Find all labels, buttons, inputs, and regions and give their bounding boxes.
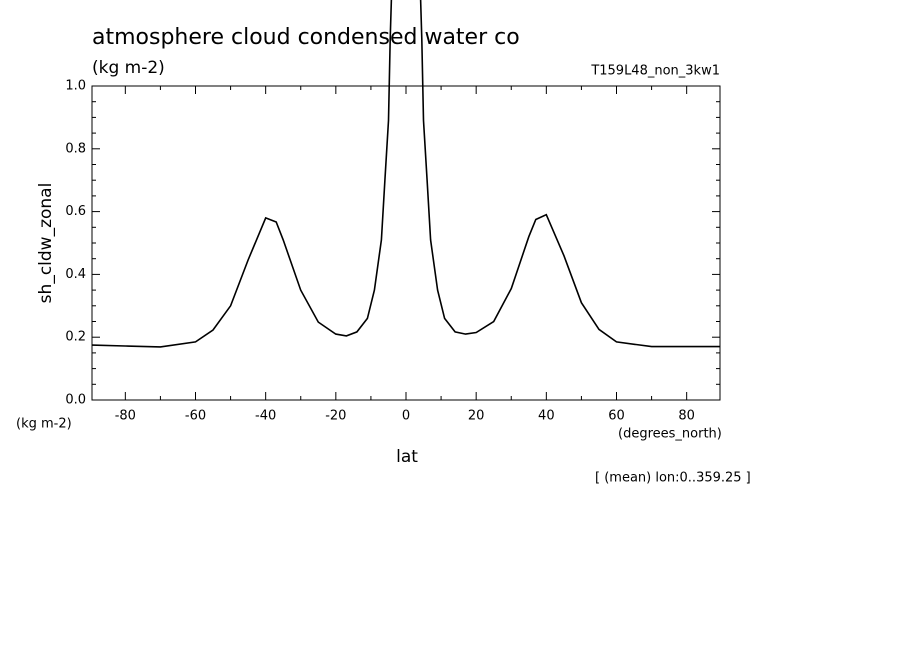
- x-tick-label: -80: [115, 409, 136, 424]
- x-tick-label: -40: [255, 409, 276, 424]
- y-tick-label: 0.6: [65, 204, 86, 219]
- x-tick-label: 80: [678, 409, 695, 424]
- plot-frame: [91, 85, 721, 401]
- y-units: (kg m-2): [16, 417, 72, 432]
- note: [ (mean) lon:0..359.25 ]: [595, 471, 751, 486]
- y-tick-label: 1.0: [65, 79, 86, 94]
- x-tick-label: 60: [608, 409, 625, 424]
- y-tick-label: 0.2: [65, 330, 86, 345]
- chart-title: atmosphere cloud condensed water co: [92, 25, 520, 50]
- x-units: (degrees_north): [618, 427, 722, 442]
- subtitle: (kg m-2): [92, 58, 165, 78]
- y-tick-label: 0.8: [65, 141, 86, 156]
- y-axis-label: sh_cldw_zonal: [36, 183, 56, 304]
- x-tick-label: -60: [185, 409, 206, 424]
- x-tick-label: -20: [325, 409, 346, 424]
- data-line: [91, 0, 720, 348]
- y-tick-label: 0.0: [65, 393, 86, 408]
- x-tick-label: 0: [402, 409, 410, 424]
- y-tick-label: 0.4: [65, 267, 86, 282]
- x-tick-label: 40: [538, 409, 555, 424]
- x-tick-label: 20: [468, 409, 485, 424]
- run-label: T159L48_non_3kw1: [590, 64, 720, 79]
- x-axis-label: lat: [396, 447, 418, 467]
